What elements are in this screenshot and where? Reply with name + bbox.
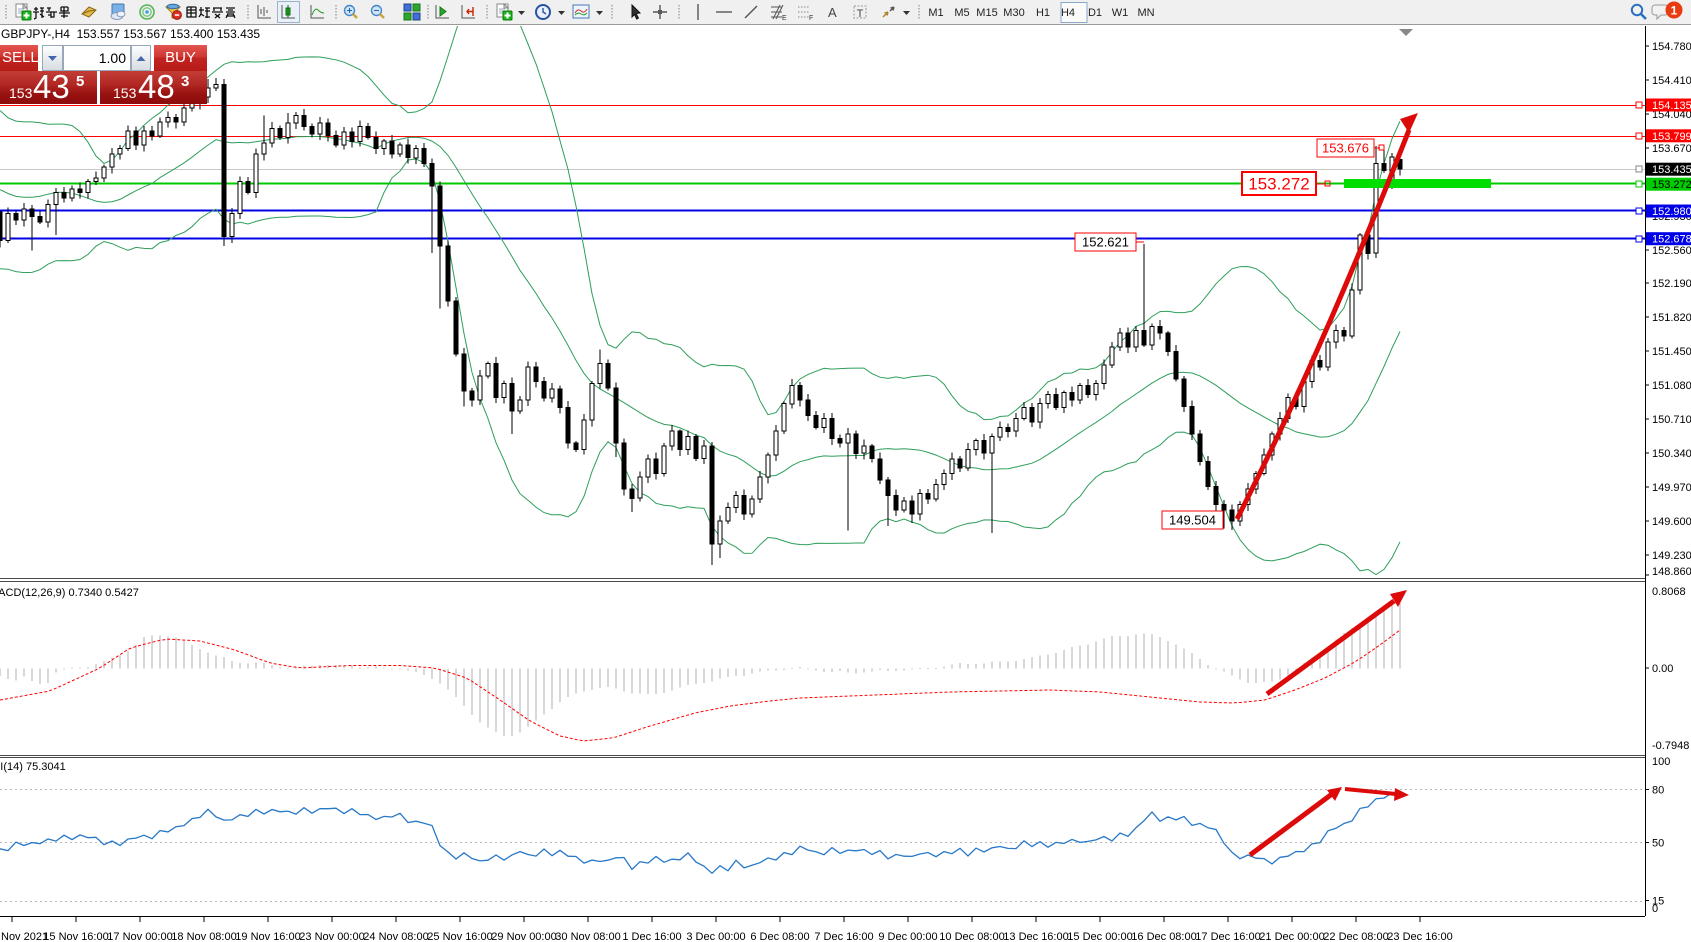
svg-text:149.970: 149.970 — [1652, 482, 1691, 494]
svg-text:M30: M30 — [1003, 7, 1024, 19]
svg-text:153.670: 153.670 — [1652, 143, 1691, 155]
svg-text:153.799: 153.799 — [1652, 131, 1691, 143]
svg-text:22 Dec 08:00: 22 Dec 08:00 — [1323, 931, 1388, 942]
svg-text:T: T — [857, 8, 864, 20]
svg-text:150.340: 150.340 — [1652, 448, 1691, 460]
svg-text:3 Dec 00:00: 3 Dec 00:00 — [686, 931, 745, 942]
svg-text:23 Nov 00:00: 23 Nov 00:00 — [299, 931, 364, 942]
svg-text:152.560: 152.560 — [1652, 245, 1691, 257]
svg-text:50: 50 — [1652, 838, 1664, 850]
svg-text:149.600: 149.600 — [1652, 516, 1691, 528]
svg-text:16 Dec 08:00: 16 Dec 08:00 — [1131, 931, 1196, 942]
svg-text:1: 1 — [1671, 4, 1678, 18]
svg-text:MN: MN — [1137, 7, 1154, 19]
svg-text:151.080: 151.080 — [1652, 380, 1691, 392]
svg-text:154.410: 154.410 — [1652, 75, 1691, 87]
svg-text:W1: W1 — [1112, 7, 1129, 19]
svg-text:GBPJPY-,H4 153.557 153.567 15: GBPJPY-,H4 153.557 153.567 153.400 153.4… — [1, 27, 260, 41]
svg-text:150.710: 150.710 — [1652, 414, 1691, 426]
svg-text:0: 0 — [1652, 903, 1658, 915]
svg-text:153.435: 153.435 — [1652, 164, 1691, 176]
svg-text:RSI(14) 75.3041: RSI(14) 75.3041 — [0, 761, 66, 773]
svg-text:M15: M15 — [976, 7, 997, 19]
svg-text:152.190: 152.190 — [1652, 278, 1691, 290]
svg-text:H4: H4 — [1061, 7, 1075, 19]
svg-text:149.504: 149.504 — [1169, 513, 1216, 528]
svg-text:153.272: 153.272 — [1248, 175, 1309, 194]
svg-text:151.820: 151.820 — [1652, 312, 1691, 324]
svg-text:18 Nov 08:00: 18 Nov 08:00 — [171, 931, 236, 942]
svg-text:100: 100 — [1652, 756, 1670, 768]
svg-text:23 Dec 16:00: 23 Dec 16:00 — [1387, 931, 1452, 942]
svg-text:H1: H1 — [1036, 7, 1050, 19]
svg-text:M5: M5 — [954, 7, 969, 19]
svg-text:E: E — [782, 15, 787, 22]
svg-text:1 Dec 16:00: 1 Dec 16:00 — [622, 931, 681, 942]
svg-text:19 Nov 16:00: 19 Nov 16:00 — [235, 931, 300, 942]
svg-text:Nov 2021: Nov 2021 — [1, 931, 48, 942]
svg-text:17 Dec 16:00: 17 Dec 16:00 — [1195, 931, 1260, 942]
svg-text:6 Dec 08:00: 6 Dec 08:00 — [750, 931, 809, 942]
svg-text:7 Dec 16:00: 7 Dec 16:00 — [814, 931, 873, 942]
svg-text:10 Dec 08:00: 10 Dec 08:00 — [939, 931, 1004, 942]
svg-text:148.860: 148.860 — [1652, 566, 1691, 578]
svg-text:30 Nov 08:00: 30 Nov 08:00 — [555, 931, 620, 942]
svg-text:D1: D1 — [1088, 7, 1102, 19]
svg-text:M1: M1 — [928, 7, 943, 19]
svg-text:F: F — [809, 15, 813, 22]
svg-text:151.450: 151.450 — [1652, 346, 1691, 358]
svg-text:149.230: 149.230 — [1652, 550, 1691, 562]
svg-text:0.00: 0.00 — [1652, 663, 1673, 675]
svg-text:MACD(12,26,9) 0.7340 0.5427: MACD(12,26,9) 0.7340 0.5427 — [0, 587, 139, 599]
svg-text:0.8068: 0.8068 — [1652, 586, 1686, 598]
svg-text:153.272: 153.272 — [1652, 179, 1691, 191]
svg-text:24 Nov 08:00: 24 Nov 08:00 — [363, 931, 428, 942]
svg-text:21 Dec 00:00: 21 Dec 00:00 — [1259, 931, 1324, 942]
svg-text:25 Nov 16:00: 25 Nov 16:00 — [427, 931, 492, 942]
svg-text:153.676: 153.676 — [1322, 141, 1369, 156]
svg-text:17 Nov 00:00: 17 Nov 00:00 — [107, 931, 172, 942]
svg-text:15: 15 — [1652, 896, 1664, 908]
svg-text:152.678: 152.678 — [1652, 234, 1691, 246]
svg-text:-0.7948: -0.7948 — [1652, 740, 1689, 752]
svg-text:15 Nov 16:00: 15 Nov 16:00 — [43, 931, 108, 942]
svg-text:A: A — [828, 5, 837, 20]
svg-text:154.780: 154.780 — [1652, 41, 1691, 53]
svg-text:15 Dec 00:00: 15 Dec 00:00 — [1067, 931, 1132, 942]
svg-text:154.135: 154.135 — [1652, 100, 1691, 112]
svg-text:152.980: 152.980 — [1652, 206, 1691, 218]
svg-text:29 Nov 00:00: 29 Nov 00:00 — [491, 931, 556, 942]
svg-text:80: 80 — [1652, 785, 1664, 797]
svg-text:152.621: 152.621 — [1082, 235, 1129, 250]
svg-text:154.040: 154.040 — [1652, 109, 1691, 121]
svg-text:9 Dec 00:00: 9 Dec 00:00 — [878, 931, 937, 942]
svg-text:13 Dec 16:00: 13 Dec 16:00 — [1003, 931, 1068, 942]
